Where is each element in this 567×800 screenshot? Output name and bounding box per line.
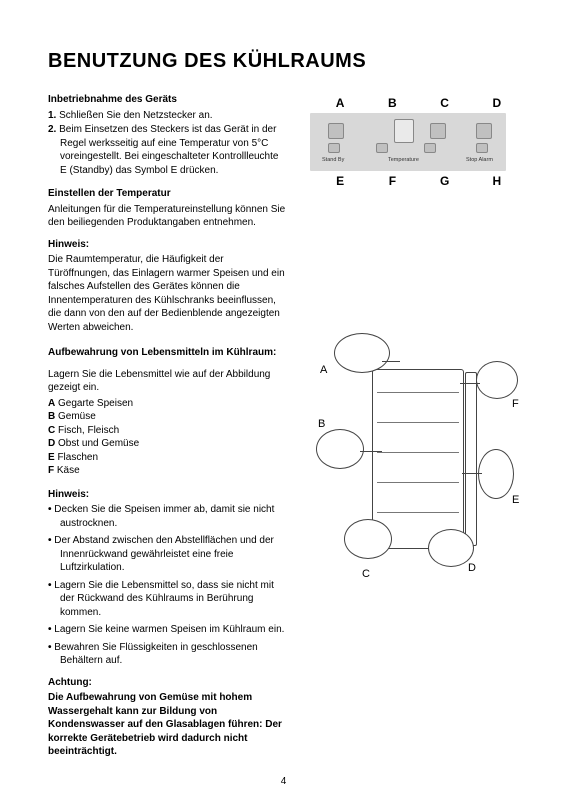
connector-line (382, 361, 400, 362)
legend-item: C Fisch, Fleisch (48, 424, 286, 438)
panel-button-d (476, 123, 492, 139)
food-bubble-b (316, 429, 364, 469)
tips-item: Lagern Sie die Lebensmittel so, dass sie… (48, 579, 286, 620)
temp-heading: Einstellen der Temperatur (48, 187, 286, 201)
panel-label: F (366, 173, 418, 189)
temp-note-heading: Hinweis: (48, 238, 286, 252)
fridge-body (372, 369, 464, 549)
food-label-e: E (512, 493, 519, 508)
fridge-figure: A B C D E F (310, 333, 520, 583)
legend-key: D (48, 438, 55, 449)
content-row: Inbetriebnahme des Geräts 1. Schließen S… (48, 93, 527, 767)
food-bubble-f (476, 361, 518, 399)
tips-item: Der Abstand zwischen den Abstellflächen … (48, 534, 286, 575)
legend-item: E Flaschen (48, 451, 286, 465)
panel-label: E (314, 173, 366, 189)
legend-key: E (48, 452, 55, 463)
panel-label: A (314, 95, 366, 111)
legend-key: B (48, 411, 55, 422)
panel-caption-temperature: Temperature (388, 157, 419, 164)
panel-button-f (376, 143, 388, 153)
fridge-shelf (377, 452, 459, 453)
storage-intro: Lagern Sie die Lebensmittel wie auf der … (48, 368, 286, 395)
legend-label: Flaschen (57, 452, 98, 463)
fridge-shelf (377, 482, 459, 483)
panel-label: B (366, 95, 418, 111)
startup-list: 1. Schließen Sie den Netzstecker an. 2. … (48, 109, 286, 178)
legend-item: D Obst und Gemüse (48, 437, 286, 451)
panel-caption-standby: Stand By (322, 157, 344, 164)
legend-key: F (48, 465, 54, 476)
legend-label: Obst und Gemüse (58, 438, 139, 449)
connector-line (460, 383, 480, 384)
legend-label: Gegarte Speisen (58, 398, 133, 409)
legend-key: A (48, 398, 55, 409)
connector-line (360, 451, 382, 452)
food-label-a: A (320, 363, 327, 378)
storage-legend: A Gegarte Speisen B Gemüse C Fisch, Flei… (48, 397, 286, 478)
panel-caption-stopalarm: Stop Alarm (466, 157, 493, 164)
fridge-door (465, 372, 477, 546)
storage-heading: Aufbewahrung von Lebensmitteln im Kühlra… (48, 346, 286, 360)
connector-line (462, 473, 482, 474)
food-label-c: C (362, 567, 370, 582)
control-panel-figure: A B C D Stand By Temperature Stop Alarm … (310, 95, 527, 191)
startup-num: 1. (48, 110, 56, 121)
panel-button-g (424, 143, 436, 153)
warning-heading: Achtung: (48, 676, 286, 690)
legend-label: Gemüse (58, 411, 96, 422)
tips-heading: Hinweis: (48, 488, 286, 502)
startup-heading: Inbetriebnahme des Geräts (48, 93, 286, 107)
food-label-d: D (468, 561, 476, 576)
startup-item: 1. Schließen Sie den Netzstecker an. (48, 109, 286, 123)
panel-label: C (419, 95, 471, 111)
food-bubble-a (334, 333, 390, 373)
panel-display (394, 119, 414, 143)
legend-label: Käse (57, 465, 80, 476)
tips-item: Lagern Sie keine warmen Speisen im Kühlr… (48, 623, 286, 637)
fridge-shelf (377, 392, 459, 393)
legend-item: B Gemüse (48, 410, 286, 424)
tips-item: Bewahren Sie Flüssigkeiten in geschlosse… (48, 641, 286, 668)
panel-label: D (471, 95, 523, 111)
tips-list: Decken Sie die Speisen immer ab, damit s… (48, 503, 286, 668)
food-bubble-e (478, 449, 514, 499)
fridge-shelf (377, 512, 459, 513)
startup-num: 2. (48, 124, 56, 135)
panel-label: G (419, 173, 471, 189)
left-column: Inbetriebnahme des Geräts 1. Schließen S… (48, 93, 286, 767)
food-bubble-c (344, 519, 392, 559)
tips-item: Decken Sie die Speisen immer ab, damit s… (48, 503, 286, 530)
legend-item: F Käse (48, 464, 286, 478)
startup-text: Schließen Sie den Netzstecker an. (59, 110, 212, 121)
temp-note-text: Die Raumtemperatur, die Häufigkeit der T… (48, 253, 286, 334)
food-label-b: B (318, 417, 325, 432)
legend-item: A Gegarte Speisen (48, 397, 286, 411)
panel-top-labels: A B C D (310, 95, 527, 113)
page-number: 4 (0, 775, 567, 789)
spacer (310, 217, 527, 327)
food-label-f: F (512, 397, 519, 412)
panel-button-c (430, 123, 446, 139)
panel-button-h (476, 143, 488, 153)
legend-label: Fisch, Fleisch (58, 425, 119, 436)
startup-text: Beim Einsetzen des Steckers ist das Gerä… (59, 124, 278, 176)
page-title: BENUTZUNG DES KÜHLRAUMS (48, 48, 527, 75)
panel-bottom-labels: E F G H (310, 171, 527, 191)
panel-label: H (471, 173, 523, 189)
temp-text: Anleitungen für die Temperatureinstellun… (48, 203, 286, 230)
panel-button-a (328, 123, 344, 139)
panel-button-e (328, 143, 340, 153)
legend-key: C (48, 425, 55, 436)
startup-item: 2. Beim Einsetzen des Steckers ist das G… (48, 123, 286, 177)
control-panel: Stand By Temperature Stop Alarm (310, 113, 506, 171)
warning-text: Die Aufbewahrung von Gemüse mit hohem Wa… (48, 691, 286, 759)
right-column: A B C D Stand By Temperature Stop Alarm … (310, 93, 527, 767)
fridge-shelf (377, 422, 459, 423)
